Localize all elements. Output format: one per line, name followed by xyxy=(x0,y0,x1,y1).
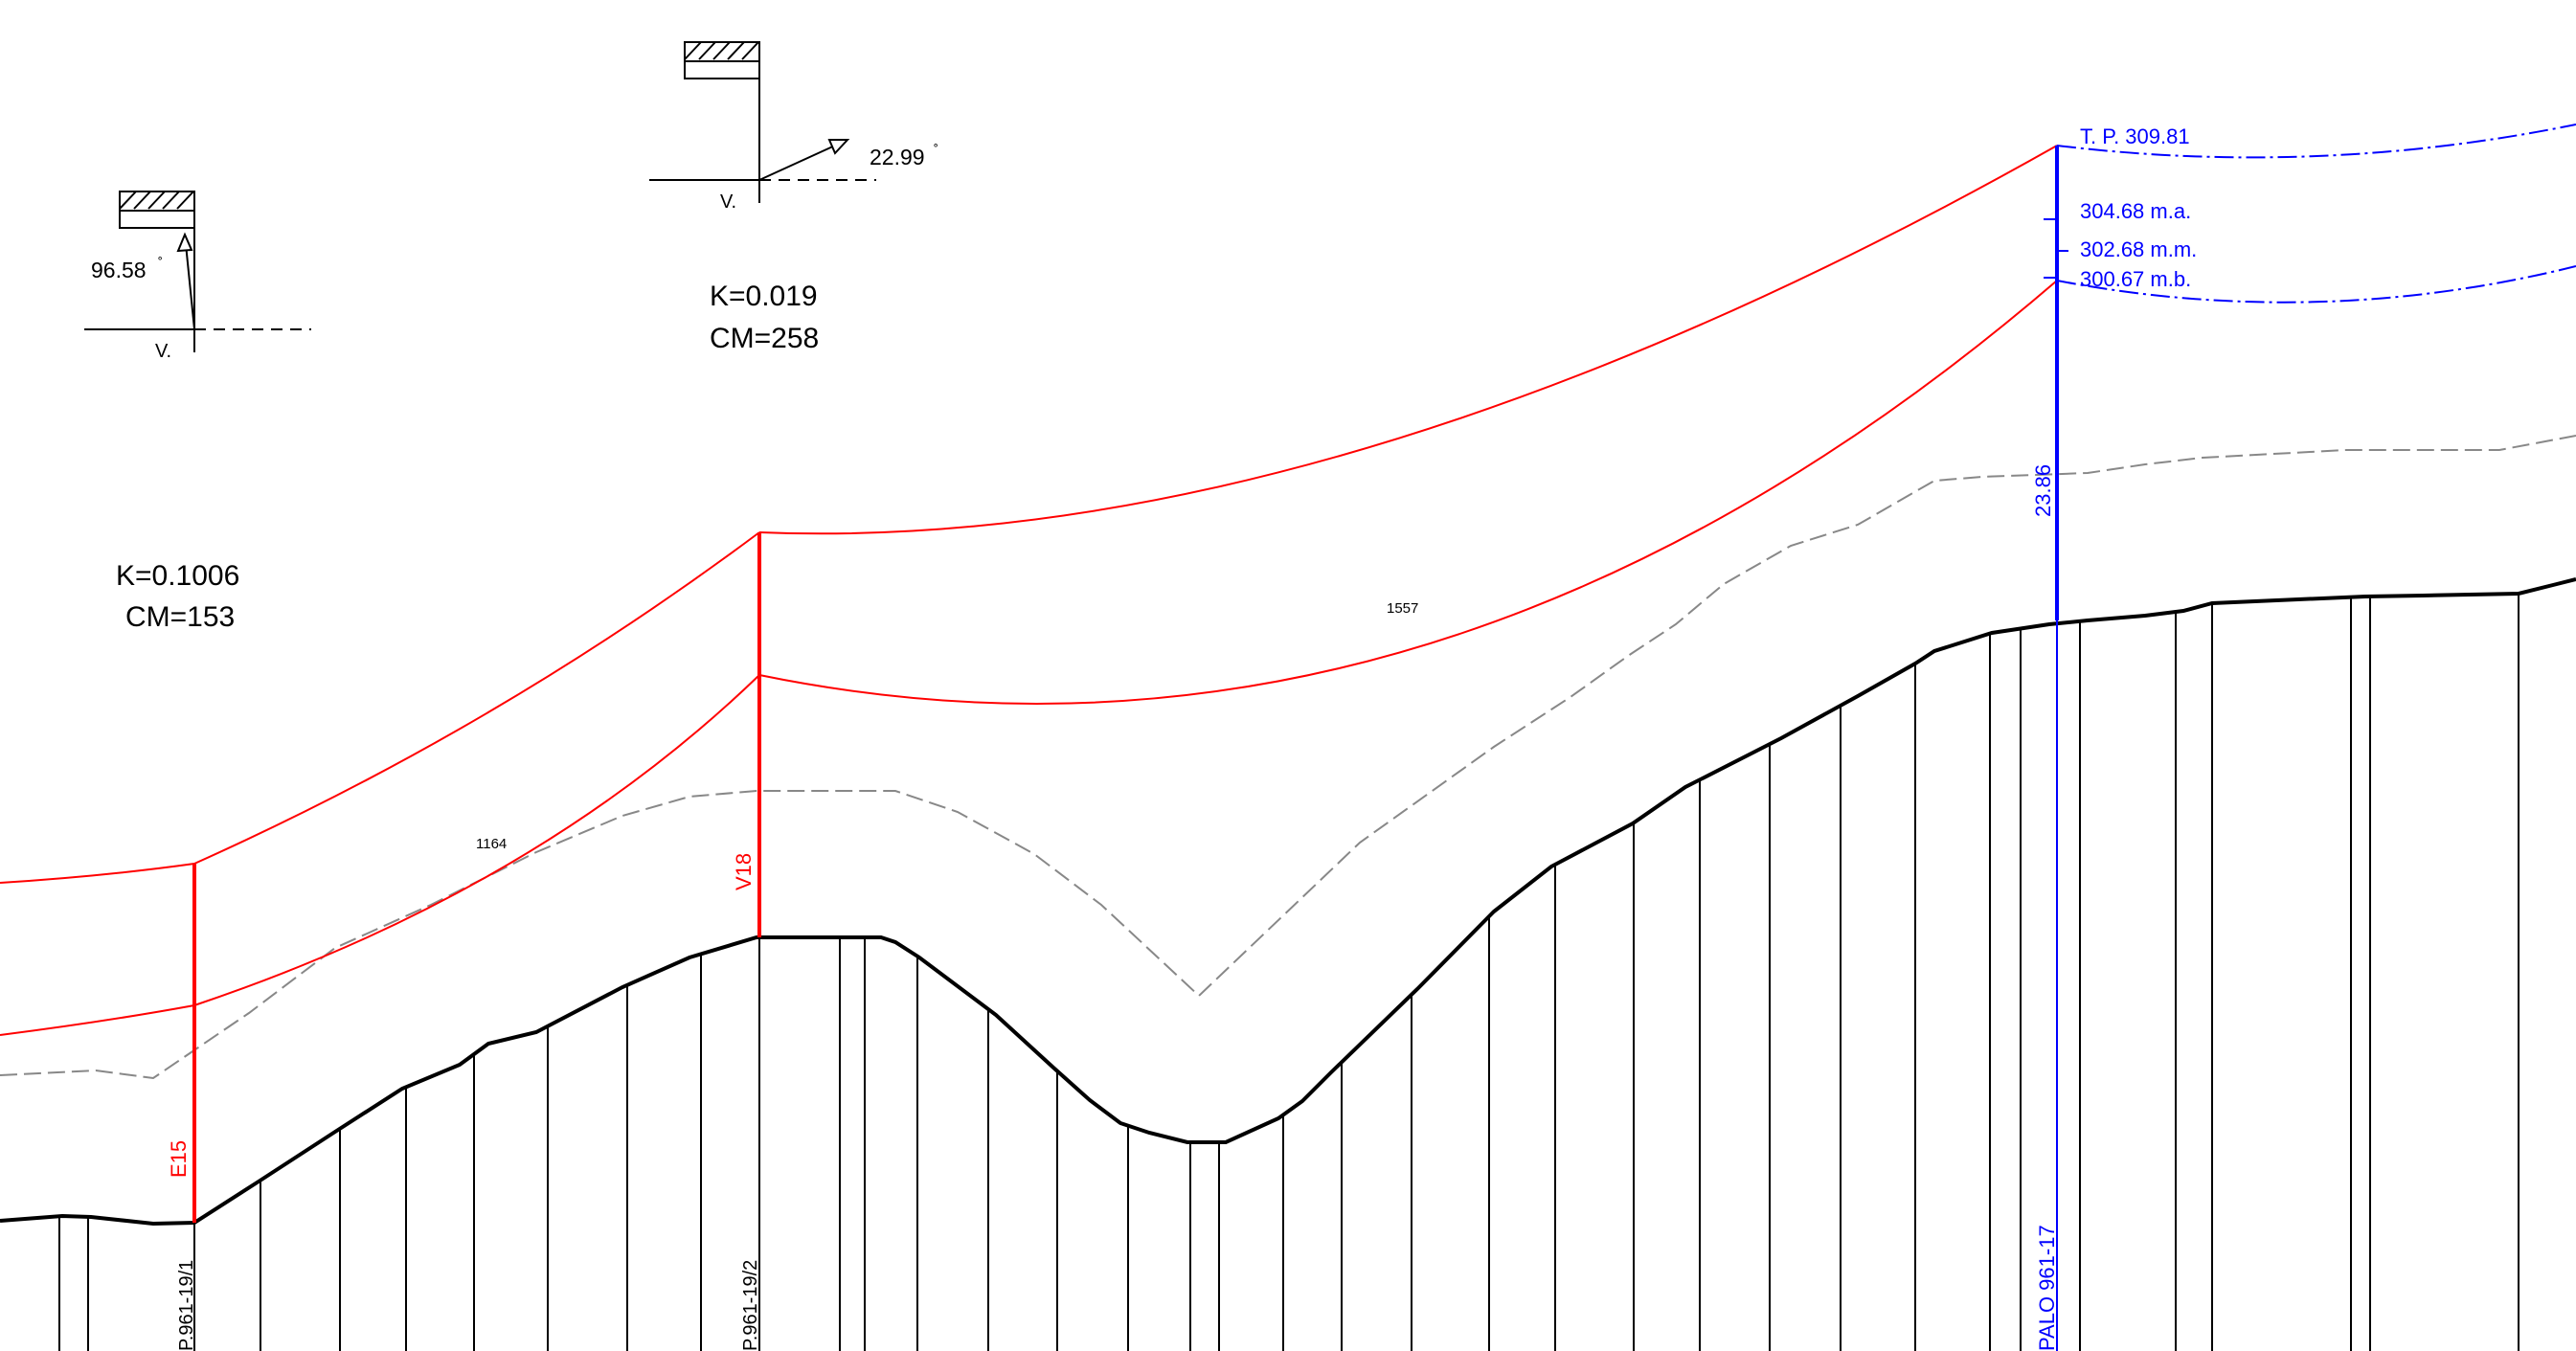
structure-v18: V18 P.961-19/2 xyxy=(732,532,761,1351)
conductor-upper-span-2 xyxy=(758,145,2058,535)
span-left-length: 1164 xyxy=(476,836,507,852)
span-left-k: K=0.1006 xyxy=(116,560,239,592)
angle-symbol-left: 96.58 V. xyxy=(84,191,311,362)
span-right-cm: CM=258 xyxy=(710,323,819,354)
svg-text:˚: ˚ xyxy=(934,143,938,159)
span-right-k: K=0.019 xyxy=(710,281,818,312)
level-ma: 304.68 m.a. xyxy=(2080,199,2191,223)
level-mb: 300.67 m.b. xyxy=(2080,267,2191,291)
level-tp: T. P. 309.81 xyxy=(2080,124,2190,148)
svg-text:˚: ˚ xyxy=(158,256,163,272)
palo-height: 23.86 xyxy=(2031,464,2055,517)
vertical-label-mid: V. xyxy=(720,191,736,213)
conductor-upper-left-stub xyxy=(0,863,195,884)
conductor-lower-span-1 xyxy=(193,674,760,1006)
terrain-hatch xyxy=(58,594,2520,1351)
angle-symbol-mid: 22.99 V. xyxy=(649,41,925,213)
angle-value-left: 96.58 xyxy=(91,258,147,282)
span-left-cm: CM=153 xyxy=(125,601,235,633)
level-mm: 302.68 m.m. xyxy=(2080,237,2197,261)
span-right-length: 1557 xyxy=(1387,600,1418,617)
structure-v18-plate: P.961-19/2 xyxy=(740,1260,761,1351)
level-curve-upper xyxy=(2056,124,2576,159)
structure-palo: 23.86 PALO 961-17 xyxy=(2031,146,2068,1351)
clearance-line xyxy=(0,435,2576,1080)
conductor-lower-span-2 xyxy=(758,280,2058,705)
terrain-profile xyxy=(0,577,2576,1227)
vertical-label-left: V. xyxy=(155,341,171,362)
structure-e15: E15 P.961-19/1 xyxy=(167,864,197,1351)
level-curves xyxy=(2056,124,2576,304)
structure-e15-plate: P.961-19/1 xyxy=(176,1260,197,1351)
palo-plate: PALO 961-17 xyxy=(2035,1225,2059,1351)
conductor-lower-left-stub xyxy=(0,1004,195,1036)
structure-e15-code: E15 xyxy=(167,1140,191,1178)
level-curve-lower xyxy=(2056,265,2576,304)
conductor-upper-span-1 xyxy=(193,531,760,865)
conductors xyxy=(0,145,2058,1036)
angle-value-mid: 22.99 xyxy=(870,145,925,169)
structure-v18-code: V18 xyxy=(732,853,756,890)
